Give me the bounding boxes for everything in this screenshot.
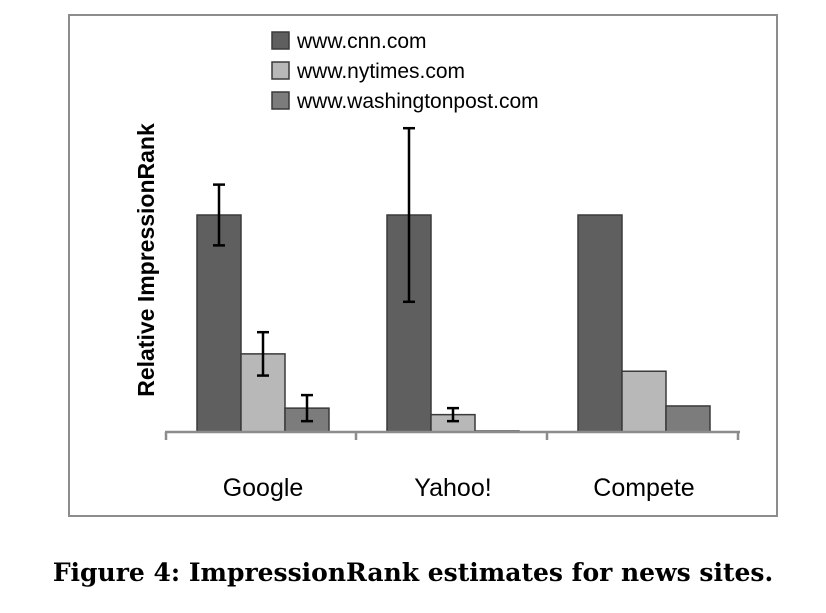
- bar-chart: www.cnn.com www.nytimes.com www.washington…: [133, 30, 740, 502]
- legend-label-2: www.nytimes.com: [296, 60, 465, 83]
- legend-swatch-3: [271, 91, 290, 110]
- x-tick-label-compete: Compete: [593, 474, 694, 502]
- legend-label-1: www.cnn.com: [296, 30, 427, 53]
- bar-google-1: [196, 214, 242, 433]
- legend-swatch-2: [271, 61, 290, 80]
- x-tick-labels: Google Yahoo! Compete: [223, 474, 695, 502]
- error-bar-google-3: [301, 393, 313, 423]
- x-tick-label-google: Google: [223, 474, 304, 502]
- bar-compete-1: [577, 214, 623, 433]
- error-bar-yahoo-2: [447, 406, 459, 423]
- legend: www.cnn.com www.nytimes.com www.washington…: [271, 30, 539, 113]
- error-bars: [213, 126, 459, 423]
- error-bar-yahoo-1: [403, 126, 415, 304]
- figure-caption: Figure 4: ImpressionRank estimates for n…: [52, 558, 774, 587]
- error-bar-google-2: [257, 330, 269, 377]
- x-axis: [164, 430, 740, 440]
- x-tick-label-yahoo: Yahoo!: [414, 474, 491, 502]
- error-bar-google-1: [213, 183, 225, 247]
- legend-swatch-1: [271, 31, 290, 50]
- bar-compete-2: [621, 370, 667, 433]
- legend-label-3: www.washingtonpost.com: [296, 90, 539, 113]
- bar-compete-3: [665, 405, 711, 433]
- bars: [196, 214, 711, 433]
- y-axis-label: Relative ImpressionRank: [133, 123, 159, 397]
